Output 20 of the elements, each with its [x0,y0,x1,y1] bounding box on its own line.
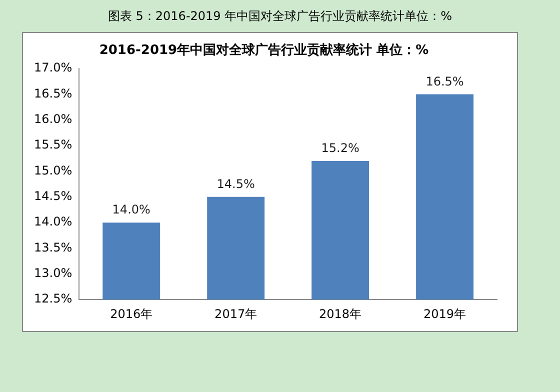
data-label: 14.5% [216,177,255,192]
y-tick-label: 14.5% [34,189,72,204]
x-tick-label: 2018年 [319,306,362,321]
y-tick-label: 15.5% [34,138,72,152]
data-label: 16.5% [426,74,464,88]
chart-subtitle: 2016-2019年中国对全球广告行业贡献率统计 单位：% [99,42,429,58]
y-tick-label: 16.0% [34,112,72,126]
y-tick-label: 17.0% [34,60,72,75]
x-tick-label: 2016年 [110,306,153,321]
data-label: 15.2% [321,141,360,156]
data-label: 14.0% [112,202,150,217]
x-tick-label: 2019年 [423,306,466,321]
chart-title: 图表 5：2016-2019 年中国对全球广告行业贡献率统计单位：% [106,8,454,25]
y-tick-label: 14.0% [34,214,72,229]
y-tick-label: 15.0% [34,163,72,178]
y-tick-label: 13.5% [34,240,72,254]
x-tick-label: 2017年 [214,306,258,321]
y-tick-label: 16.5% [34,86,72,100]
y-tick-label: 13.0% [34,266,72,280]
y-tick-label: 12.5% [34,292,72,306]
